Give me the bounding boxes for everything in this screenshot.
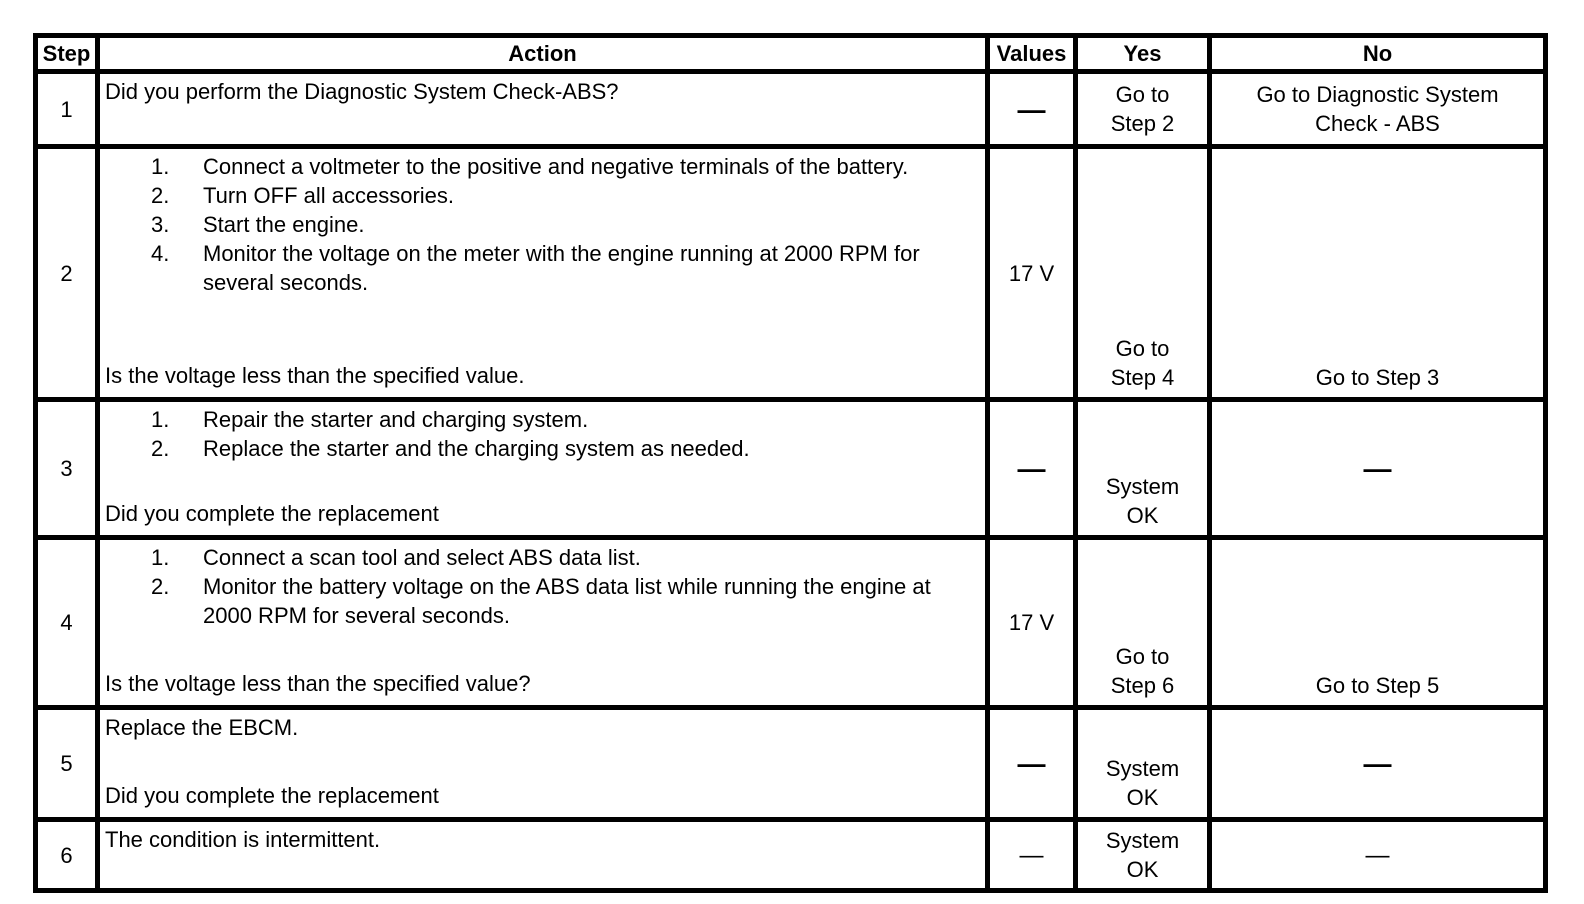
yes-cell: System OK — [1073, 817, 1212, 893]
table-row-step-4: 4 Connect a scan tool and select ABS dat… — [33, 535, 1548, 710]
col-header-values: Values — [985, 33, 1078, 74]
action-question: Did you complete the replacement — [105, 783, 439, 808]
step-number: 3 — [33, 397, 100, 540]
step-number: 2 — [33, 144, 100, 402]
action-question: Is the voltage less than the specified v… — [105, 671, 531, 696]
action-question: Did you complete the replacement — [105, 501, 439, 526]
action-steps-list: Connect a scan tool and select ABS data … — [105, 543, 977, 630]
action-question: Is the voltage less than the specified v… — [105, 363, 525, 388]
action-step-item: Connect a scan tool and select ABS data … — [203, 545, 641, 570]
no-cell: Go to Diagnostic System Check - ABS — [1207, 69, 1548, 149]
action-cell: Connect a voltmeter to the positive and … — [95, 144, 990, 402]
action-step-item: Connect a voltmeter to the positive and … — [203, 154, 909, 179]
table-row-step-1: 1 Did you perform the Diagnostic System … — [33, 69, 1548, 149]
action-steps-list: Connect a voltmeter to the positive and … — [105, 152, 977, 297]
values-cell: 17 V — [985, 535, 1078, 710]
yes-cell: System OK — [1073, 397, 1212, 540]
action-cell: Did you perform the Diagnostic System Ch… — [95, 69, 990, 149]
no-cell: Go to Step 5 — [1207, 535, 1548, 710]
col-header-step: Step — [33, 33, 100, 74]
step-number: 1 — [33, 69, 100, 149]
action-step-item: Turn OFF all accessories. — [203, 183, 455, 208]
step-number: 4 — [33, 535, 100, 710]
action-cell: Repair the starter and charging system. … — [95, 397, 990, 540]
table-row-step-5: 5 Replace the EBCM. Did you complete the… — [33, 705, 1548, 822]
action-instruction: Replace the EBCM. — [105, 715, 299, 740]
action-cell: Connect a scan tool and select ABS data … — [95, 535, 990, 710]
step-number: 5 — [33, 705, 100, 822]
action-step-item: Monitor the battery voltage on the ABS d… — [203, 574, 931, 628]
no-cell: — — [1207, 705, 1548, 822]
col-header-no: No — [1207, 33, 1548, 74]
action-step-item: Replace the starter and the charging sys… — [203, 436, 750, 461]
values-cell: — — [985, 69, 1078, 149]
no-cell: Go to Step 3 — [1207, 144, 1548, 402]
table-row-step-6: 6 The condition is intermittent. — Syste… — [33, 817, 1548, 893]
values-cell: — — [985, 817, 1078, 893]
no-cell: — — [1207, 397, 1548, 540]
action-step-item: Repair the starter and charging system. — [203, 407, 589, 432]
action-cell: Replace the EBCM. Did you complete the r… — [95, 705, 990, 822]
table-row-step-2: 2 Connect a voltmeter to the positive an… — [33, 144, 1548, 402]
col-header-action: Action — [95, 33, 990, 74]
action-step-item: Monitor the voltage on the meter with th… — [203, 241, 920, 295]
values-cell: 17 V — [985, 144, 1078, 402]
action-cell: The condition is intermittent. — [95, 817, 990, 893]
yes-cell: Go to Step 4 — [1073, 144, 1212, 402]
yes-cell: Go to Step 2 — [1073, 69, 1212, 149]
header-row: Step Action Values Yes No — [33, 33, 1548, 74]
values-cell: — — [985, 705, 1078, 822]
action-steps-list: Repair the starter and charging system. … — [105, 405, 977, 463]
table-row-step-3: 3 Repair the starter and charging system… — [33, 397, 1548, 540]
yes-cell: System OK — [1073, 705, 1212, 822]
step-number: 6 — [33, 817, 100, 893]
action-question: Did you perform the Diagnostic System Ch… — [105, 79, 619, 104]
yes-cell: Go to Step 6 — [1073, 535, 1212, 710]
col-header-yes: Yes — [1073, 33, 1212, 74]
no-cell: — — [1207, 817, 1548, 893]
diagnostic-table: Step Action Values Yes No 1 Did you perf… — [33, 33, 1548, 893]
action-step-item: Start the engine. — [203, 212, 365, 237]
action-instruction: The condition is intermittent. — [105, 827, 381, 852]
values-cell: — — [985, 397, 1078, 540]
